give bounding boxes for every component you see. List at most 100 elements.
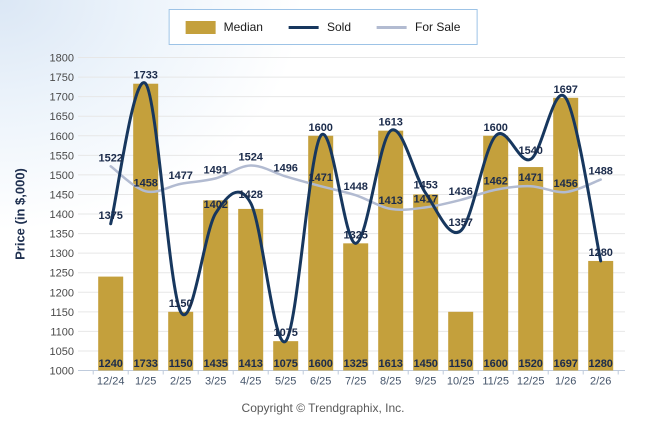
x-axis-label: 12/24 — [97, 376, 125, 388]
y-tick-label: 1800 — [50, 53, 74, 65]
median-value-label: 1520 — [518, 358, 542, 370]
y-axis-title: Price (in $,000) — [12, 168, 28, 260]
legend-label-sold: Sold — [326, 20, 352, 34]
x-axis-label: 9/25 — [415, 376, 436, 388]
for-sale-value-label: 1456 — [553, 178, 577, 190]
y-tick-label: 1500 — [50, 170, 74, 182]
median-value-label: 1150 — [449, 358, 473, 370]
x-axis-label: 1/26 — [555, 376, 576, 388]
median-bar — [203, 200, 229, 371]
x-axis-label: 4/25 — [240, 376, 261, 388]
median-value-label: 1280 — [588, 358, 612, 370]
sold-value-label: 1402 — [203, 199, 227, 211]
sold-value-label: 1600 — [483, 122, 507, 134]
median-value-label: 1613 — [378, 358, 402, 370]
x-axis-label: 10/25 — [447, 376, 475, 388]
legend-item-for-sale: For Sale — [377, 20, 460, 34]
y-tick-label: 1100 — [50, 326, 74, 338]
for-sale-value-label: 1417 — [413, 193, 437, 205]
sold-value-label: 1428 — [238, 189, 262, 201]
median-value-label: 1697 — [553, 358, 577, 370]
y-tick-label: 1400 — [50, 209, 74, 221]
y-tick-label: 1150 — [50, 307, 74, 319]
median-bar — [343, 243, 369, 371]
median-bar — [168, 311, 194, 371]
for-sale-value-label: 1496 — [273, 162, 297, 174]
for-sale-value-label: 1471 — [308, 172, 332, 184]
x-axis-label: 7/25 — [345, 376, 366, 388]
x-axis-label: 6/25 — [310, 376, 331, 388]
legend-label-for-sale: For Sale — [415, 20, 461, 34]
legend-item-median: Median — [185, 20, 263, 34]
for-sale-value-label: 1488 — [588, 166, 612, 178]
for-sale-value-label: 1458 — [133, 177, 157, 189]
y-tick-label: 1200 — [50, 287, 74, 299]
median-value-label: 1600 — [483, 358, 507, 370]
sold-value-label: 1697 — [553, 84, 577, 96]
median-value-label: 1450 — [413, 358, 437, 370]
x-axis-label: 12/25 — [517, 376, 545, 388]
y-tick-label: 1250 — [50, 268, 74, 280]
sold-value-label: 1357 — [448, 217, 472, 229]
y-tick-label: 1050 — [50, 346, 74, 358]
y-tick-label: 1450 — [50, 189, 74, 201]
median-value-label: 1413 — [238, 358, 262, 370]
median-value-label: 1733 — [133, 358, 157, 370]
x-axis-label: 1/25 — [135, 376, 156, 388]
for-sale-value-label: 1462 — [483, 176, 507, 188]
chart-legend: Median Sold For Sale — [168, 9, 478, 45]
median-bar — [98, 276, 124, 371]
median-bar — [133, 83, 159, 371]
for-sale-line-swatch-icon — [377, 25, 408, 29]
median-value-label: 1435 — [203, 358, 227, 370]
for-sale-value-label: 1413 — [378, 195, 402, 207]
sold-value-label: 1280 — [588, 247, 612, 259]
for-sale-value-label: 1448 — [343, 181, 367, 193]
for-sale-value-label: 1477 — [168, 170, 192, 182]
x-axis-label: 2/25 — [170, 376, 191, 388]
x-axis-label: 3/25 — [205, 376, 226, 388]
for-sale-value-label: 1436 — [448, 186, 472, 198]
y-tick-label: 1350 — [50, 229, 74, 241]
for-sale-value-label: 1524 — [238, 151, 263, 163]
median-bar — [553, 97, 579, 371]
median-bar-swatch-icon — [185, 20, 216, 34]
for-sale-line — [109, 164, 602, 211]
median-bar — [588, 260, 614, 371]
sold-value-label: 1540 — [518, 145, 542, 157]
median-value-label: 1150 — [169, 358, 193, 370]
legend-item-sold: Sold — [288, 20, 352, 34]
x-axis-label: 2/26 — [590, 376, 611, 388]
for-sale-value-label: 1522 — [98, 152, 122, 164]
sold-value-label: 1075 — [273, 327, 297, 339]
sold-value-label: 1325 — [343, 229, 367, 241]
median-value-label: 1325 — [343, 358, 367, 370]
median-value-label: 1075 — [273, 358, 297, 370]
y-tick-label: 1650 — [50, 111, 74, 123]
x-axis-label: 8/25 — [380, 376, 401, 388]
sold-value-label: 1375 — [98, 210, 122, 222]
median-bar — [483, 135, 509, 371]
y-tick-label: 1000 — [50, 366, 74, 378]
legend-label-median: Median — [223, 20, 263, 34]
x-axis-label: 11/25 — [482, 376, 509, 388]
copyright-text: Copyright © Trendgraphix, Inc. — [241, 401, 405, 415]
sold-value-label: 1600 — [308, 122, 332, 134]
median-value-label: 1600 — [308, 358, 332, 370]
y-tick-label: 1550 — [50, 150, 74, 162]
median-bar — [413, 194, 439, 371]
for-sale-value-label: 1471 — [518, 172, 542, 184]
median-value-label: 1240 — [98, 358, 122, 370]
sold-value-label: 1150 — [169, 298, 193, 310]
sold-value-label: 1733 — [133, 70, 157, 82]
for-sale-value-label: 1491 — [203, 164, 227, 176]
median-bar — [378, 130, 404, 371]
y-tick-label: 1750 — [50, 72, 74, 84]
median-bar — [448, 311, 474, 371]
y-tick-label: 1600 — [50, 131, 74, 143]
x-axis-label: 5/25 — [275, 376, 296, 388]
median-bar — [273, 341, 299, 371]
sold-line — [109, 81, 603, 344]
